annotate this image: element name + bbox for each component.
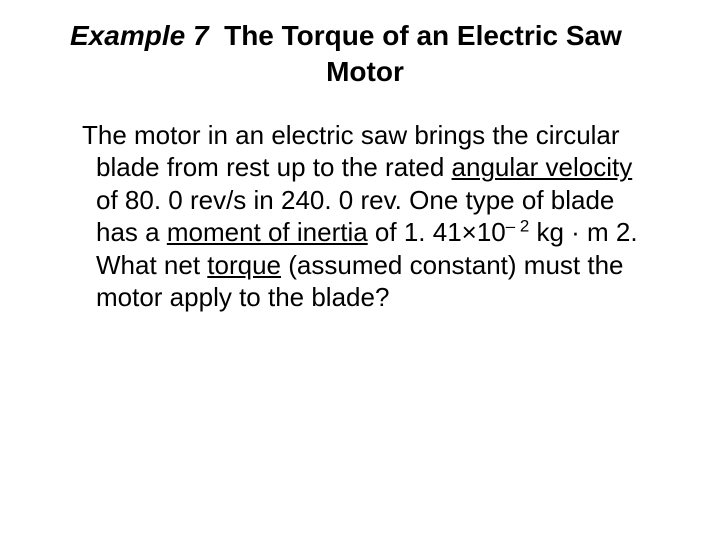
link-angular-velocity[interactable]: angular velocity [452,152,633,182]
slide: Example 7 The Torque of an Electric Saw … [0,0,720,540]
slide-title: Example 7 The Torque of an Electric Saw … [70,18,660,91]
body-paragraph: The motor in an electric saw brings the … [70,119,660,314]
example-label: Example 7 [70,20,209,51]
title-text-line2: Motor [159,54,572,90]
exponent: – 2 [506,217,529,236]
body-seg3: of 1. 41×10 [368,217,506,247]
link-torque[interactable]: torque [207,250,281,280]
slide-body: The motor in an electric saw brings the … [70,119,660,314]
title-text-line1: The Torque of an Electric Saw [224,20,622,51]
link-moment-of-inertia[interactable]: moment of inertia [167,217,368,247]
